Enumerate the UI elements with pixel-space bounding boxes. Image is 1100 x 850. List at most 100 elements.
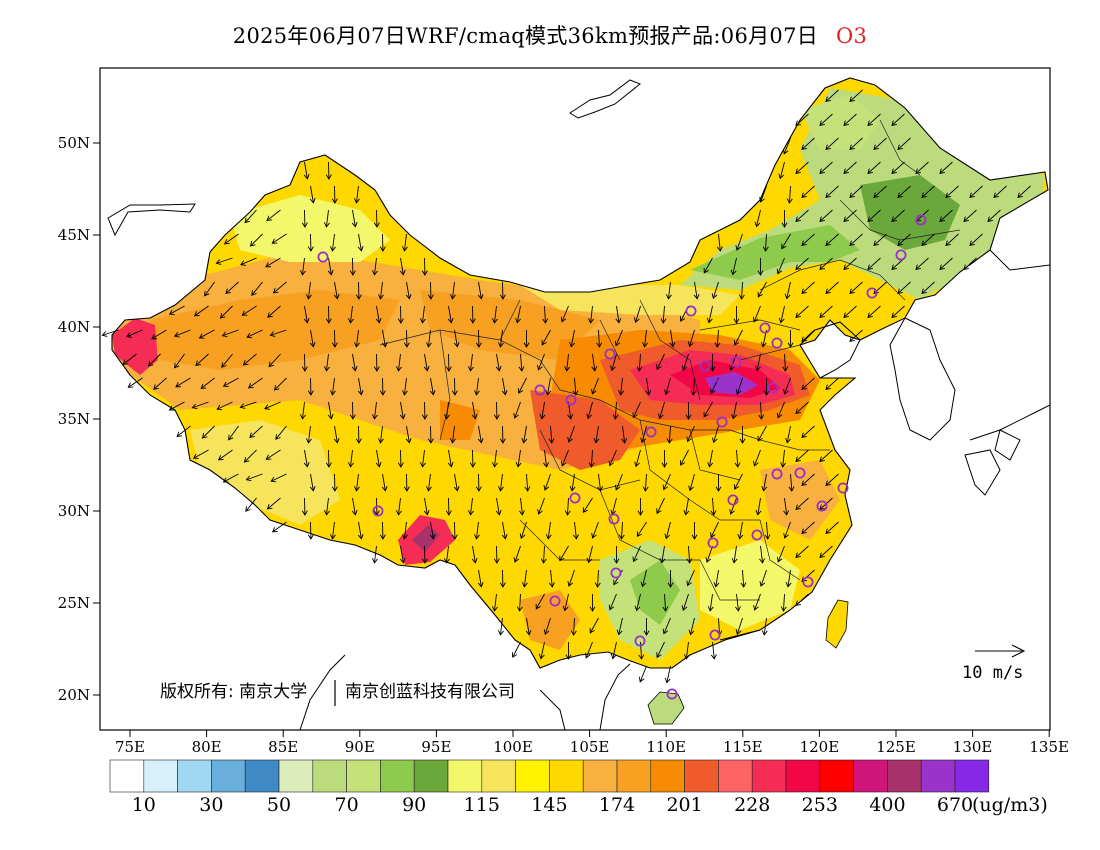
wind-arrow-head: [713, 581, 720, 588]
wind-arrow: [310, 473, 314, 491]
wind-arrow-head: [729, 508, 735, 515]
wind-arrow-head: [329, 246, 336, 252]
wind-arrow-head: [987, 216, 993, 223]
wind-arrow-head: [371, 414, 378, 420]
wind-arrow-head: [567, 581, 574, 587]
wind-arrow-head: [662, 606, 669, 612]
colorbar-swatch: [278, 759, 314, 793]
wind-arrow: [193, 449, 209, 459]
wind-arrow-head: [545, 389, 552, 396]
wind-arrow-head: [453, 485, 460, 492]
wind-arrow: [199, 329, 215, 339]
wind-arrow-head: [939, 264, 945, 271]
wind-arrow: [945, 185, 959, 198]
wind-arrow-head: [421, 270, 428, 276]
lon-tick-label: 105E: [570, 738, 610, 756]
wind-arrow: [687, 425, 695, 442]
wind-arrow: [358, 377, 362, 395]
wind-arrow-head: [683, 654, 690, 660]
lat-tick-label: 40N: [58, 318, 90, 336]
wind-arrow: [622, 425, 626, 443]
wind-arrow: [609, 449, 617, 466]
wind-arrow: [502, 521, 506, 539]
wind-arrow: [741, 281, 743, 299]
wind-arrow-head: [738, 294, 745, 300]
wind-arrow-head: [921, 288, 927, 295]
wind-arrow-head: [572, 390, 579, 396]
wind-arrow-head: [707, 606, 714, 612]
wind-arrow: [176, 425, 191, 437]
wind-arrow-head: [515, 462, 522, 468]
wind-arrow: [469, 497, 473, 515]
lon-tick-label: 135E: [1029, 738, 1069, 756]
wind-arrow: [644, 329, 647, 347]
wind-arrow-head: [301, 366, 308, 372]
wind-arrow-head: [307, 390, 314, 396]
wind-arrow: [355, 185, 359, 203]
wind-arrow: [224, 233, 239, 245]
wind-arrow: [588, 545, 593, 563]
wind-arrow-head: [969, 192, 975, 199]
wind-arrow-head: [517, 388, 524, 394]
wind-arrow: [547, 377, 551, 395]
wind-arrow-head: [703, 411, 709, 418]
wind-arrow-head: [127, 382, 134, 388]
wind-arrow: [502, 377, 506, 395]
wind-arrow: [897, 137, 911, 150]
wind-arrow: [825, 473, 839, 486]
wind-arrow-head: [425, 342, 432, 348]
wind-arrow-head: [395, 366, 402, 372]
wind-arrow: [736, 449, 739, 467]
wind-arrow-head: [353, 486, 360, 492]
wind-arrow: [268, 353, 281, 367]
wind-arrow-head: [801, 336, 807, 343]
wind-arrow: [659, 401, 665, 419]
wind-arrow-head: [897, 144, 903, 151]
wind-arrow-head: [570, 630, 577, 636]
wind-arrow-head: [993, 192, 999, 199]
wind-arrow: [349, 449, 353, 467]
wind-arrow: [891, 161, 905, 174]
wind-arrow-head: [351, 221, 358, 228]
wind-arrow: [756, 209, 761, 227]
wind-arrow-head: [921, 192, 927, 199]
wind-arrow: [403, 521, 407, 539]
wind-arrow-head: [710, 654, 717, 660]
wind-arrow-head: [397, 462, 404, 468]
colorbar-swatch: [954, 759, 990, 793]
colorbar-label: 228: [734, 794, 770, 816]
wind-arrow: [221, 353, 233, 368]
lon-tick-label: 90E: [345, 738, 375, 756]
wind-arrow-head: [493, 414, 500, 420]
wind-arrow-head: [795, 600, 801, 607]
wind-arrow: [795, 113, 809, 126]
wind-arrow: [665, 521, 671, 539]
wind-arrow-head: [543, 629, 550, 636]
taiwan-island: [825, 599, 849, 649]
wind-arrow: [760, 185, 767, 203]
wind-arrow-head: [849, 96, 855, 103]
wind-arrow: [592, 353, 596, 371]
wind-arrow-head: [795, 552, 801, 559]
wind-arrow: [661, 545, 665, 563]
wind-arrow: [568, 425, 575, 443]
colorbar-swatch: [853, 759, 888, 793]
wind-arrow: [430, 521, 434, 539]
wind-arrow-head: [421, 414, 428, 420]
wind-arrow-head: [309, 485, 316, 492]
wind-arrow-head: [867, 264, 873, 271]
wind-arrow: [682, 593, 689, 611]
wind-arrow-head: [685, 414, 692, 420]
wind-arrow: [753, 305, 761, 322]
colorbar-unit: (ug/m3): [972, 794, 1048, 816]
wind-arrow: [169, 305, 185, 315]
wind-arrow-head: [825, 192, 831, 199]
wind-arrow: [635, 305, 641, 323]
wind-arrow-head: [683, 509, 690, 516]
wind-arrow-head: [613, 579, 619, 586]
wind-arrow: [204, 281, 215, 297]
wind-arrow: [843, 257, 857, 270]
wind-arrow-head: [825, 384, 831, 391]
wind-arrow-head: [945, 192, 951, 199]
colorbar-swatch: [447, 759, 483, 793]
